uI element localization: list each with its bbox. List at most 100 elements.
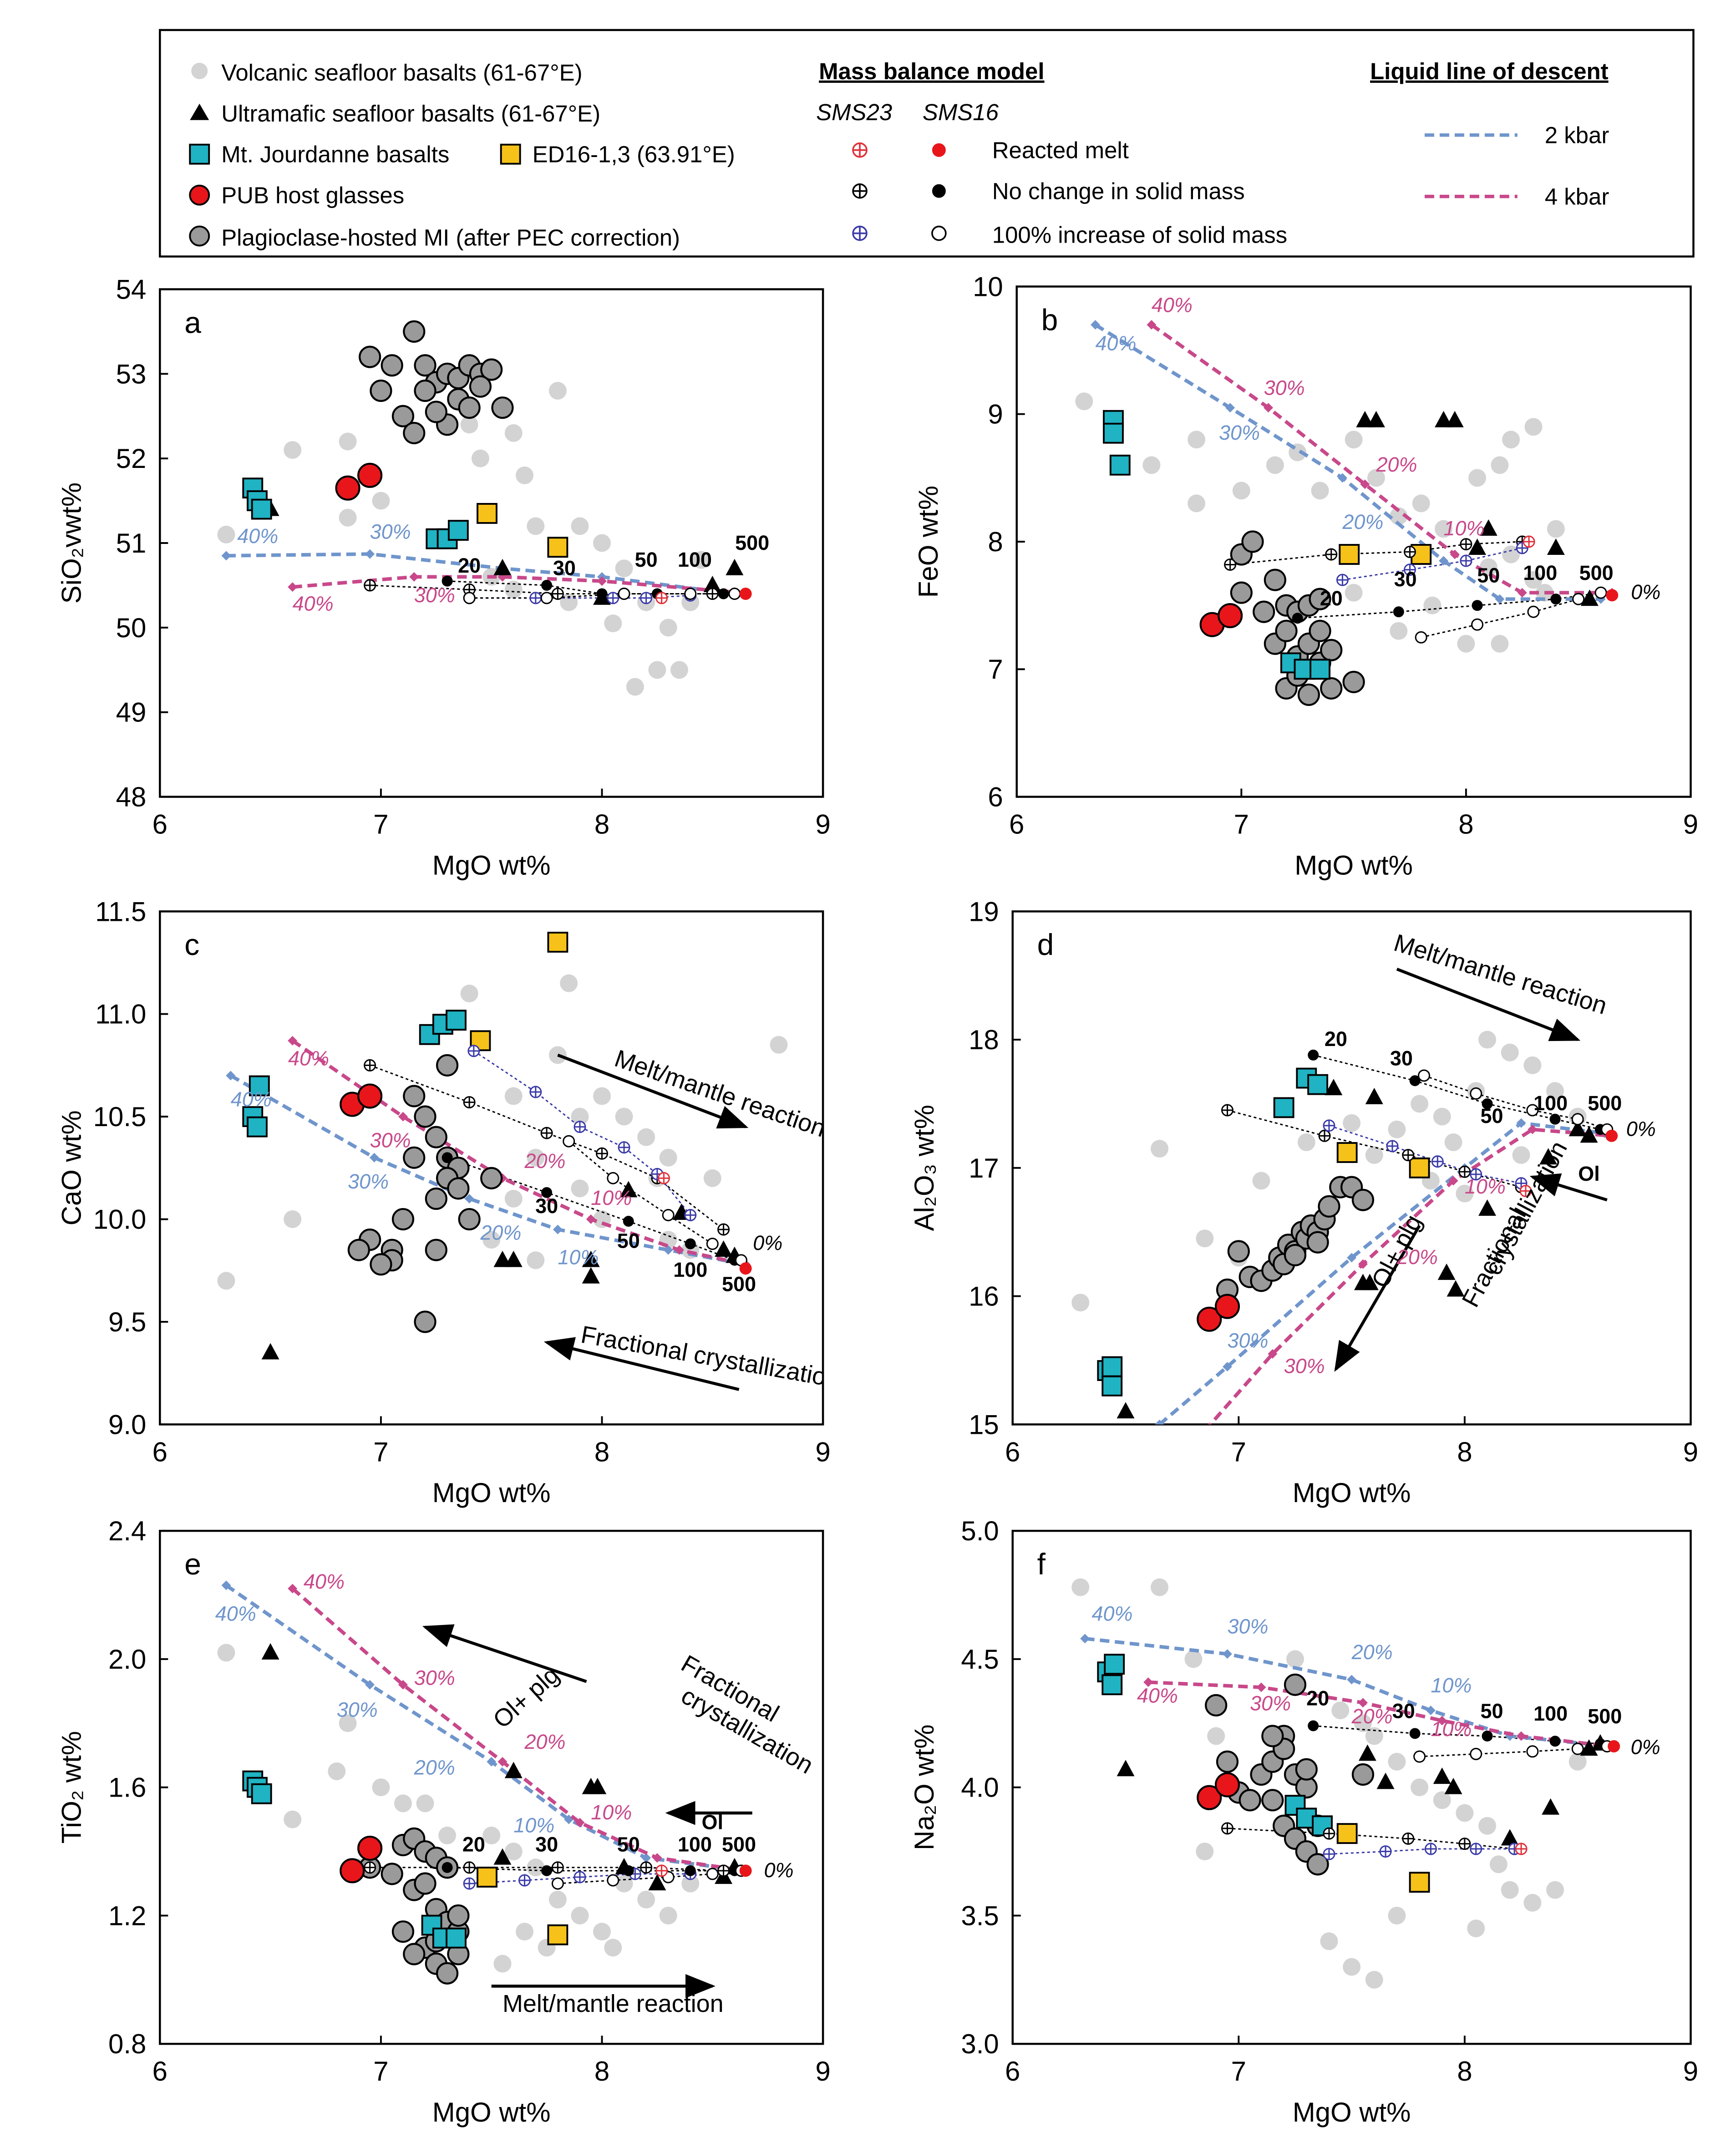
ultramafic-point xyxy=(648,1874,666,1890)
kbar4-lld-marker xyxy=(575,1818,585,1828)
kbar4-lld-marker xyxy=(597,576,607,586)
model-number-label: 500 xyxy=(1588,1705,1622,1728)
mi-point xyxy=(480,358,503,381)
mi-point xyxy=(1205,1694,1228,1716)
mi-point xyxy=(469,375,492,398)
sms16-nochange-point xyxy=(1549,1113,1561,1125)
legend-frame xyxy=(159,29,1695,258)
volcanic-point xyxy=(1546,1082,1564,1100)
jourdanne-point xyxy=(251,1783,272,1804)
panel-a: a 6 7 8 9 48 49 50 51 52 53 54 MgO wt% SiO₂vwt% 40% 30%… xyxy=(56,274,830,880)
volcanic-point xyxy=(1456,1184,1474,1203)
legend: Volcanic seafloor basalts (61-67°E) Ultr… xyxy=(159,29,1695,258)
legend-reacted-sms23-marker xyxy=(852,142,868,158)
volcanic-point xyxy=(504,424,523,442)
volcanic-point xyxy=(416,1794,434,1813)
y-tick-label: 9.0 xyxy=(108,1409,146,1440)
volcanic-point xyxy=(1435,520,1453,538)
y-tick-label: 48 xyxy=(116,782,147,812)
mi-point xyxy=(425,1239,447,1261)
nochange-point xyxy=(540,1127,553,1139)
kbar4-lld-marker xyxy=(1516,1731,1526,1741)
volcanic-point xyxy=(1196,1229,1214,1248)
legend-lld-title: Liquid line of descent xyxy=(1370,58,1609,84)
kbar2-lld-marker xyxy=(1222,1649,1232,1659)
volcanic-point xyxy=(1151,1578,1168,1596)
volcanic-point xyxy=(527,1251,545,1269)
ultramafic-point xyxy=(1325,1079,1343,1096)
y-tick-label: 54 xyxy=(116,274,147,305)
sms16-increase-point xyxy=(1470,1087,1482,1100)
jourdanne-point xyxy=(1307,1074,1329,1095)
volcanic-point xyxy=(659,1148,677,1167)
increase-point xyxy=(1424,1843,1437,1855)
nochange-point xyxy=(1402,1832,1415,1845)
increase-line xyxy=(1329,1125,1522,1184)
mi-point xyxy=(1320,639,1343,661)
reacted-sms23-point xyxy=(655,592,668,604)
pub-point xyxy=(335,475,360,501)
nochange-point xyxy=(1402,1149,1415,1162)
volcanic-point xyxy=(1196,1843,1214,1861)
sms16-increase-point xyxy=(706,1238,719,1250)
sms16-nochange-point xyxy=(623,1865,634,1876)
kbar4-label: 10% xyxy=(1431,1717,1472,1741)
sms16-nochange-point xyxy=(442,1152,453,1163)
kbar4-label: 40% xyxy=(1137,1684,1178,1707)
kbar4-lld-marker xyxy=(1528,1124,1538,1134)
kbar4-lld xyxy=(291,1039,746,1266)
pub-point xyxy=(1197,1306,1222,1332)
volcanic-point xyxy=(1232,482,1250,500)
volcanic-point xyxy=(1071,1294,1090,1312)
kbar4-lld-marker xyxy=(1268,1349,1278,1359)
ultramafic-point xyxy=(1547,538,1565,555)
kbar2-lld-marker xyxy=(1337,473,1347,483)
kbar4-label: 30% xyxy=(1250,1692,1291,1715)
volcanic-point xyxy=(1365,1727,1383,1745)
kbar4-lld-marker xyxy=(398,1680,408,1690)
y-axis-label: TiO₂ wt% xyxy=(56,1731,86,1843)
x-axis-label: MgO wt% xyxy=(432,850,551,880)
x-tick-label: 9 xyxy=(815,1437,830,1467)
y-tick-label: 0.8 xyxy=(108,2029,146,2059)
volcanic-point xyxy=(339,1714,357,1732)
volcanic-point xyxy=(1411,1095,1429,1113)
legend-volcanic-label: Volcanic seafloor basalts (61-67°E) xyxy=(221,60,582,86)
x-axis-label: MgO wt% xyxy=(1293,2097,1411,2128)
kbar4-lld-marker xyxy=(409,572,419,582)
reacted-sms16-point xyxy=(739,588,752,600)
volcanic-point xyxy=(504,1843,523,1861)
nochange-point xyxy=(1323,1827,1335,1840)
mi-point xyxy=(391,405,415,427)
model-number-label: 0% xyxy=(1631,580,1660,604)
sms16-nochange-point xyxy=(1550,594,1562,605)
model-number-label: 20 xyxy=(462,1833,485,1856)
trend-arrow xyxy=(422,1624,587,1683)
kbar2-label: 30% xyxy=(1227,1329,1268,1352)
volcanic-point xyxy=(1491,456,1509,474)
kbar4-lld-marker xyxy=(1358,1698,1368,1708)
kbar4-lld-marker xyxy=(1264,403,1274,413)
kbar4-label: 30% xyxy=(370,1129,411,1152)
x-axis-label: MgO wt% xyxy=(432,2097,551,2128)
legend-increase-sms23-marker xyxy=(852,225,868,241)
y-tick-label: 50 xyxy=(116,613,147,643)
ultramafic-point xyxy=(1360,1274,1379,1290)
y-tick-label: 18 xyxy=(969,1025,999,1055)
volcanic-point xyxy=(482,1826,501,1844)
trend-annotation: Melt/mantle reaction xyxy=(503,1990,724,2017)
volcanic-point xyxy=(1491,635,1509,653)
sms16-nochange-point xyxy=(1308,1720,1319,1732)
ultramafic-point xyxy=(1580,589,1599,606)
mi-point xyxy=(436,1054,459,1076)
model-number-label: 20 xyxy=(1306,1686,1329,1710)
kbar2-label: 30% xyxy=(1219,421,1260,444)
y-axis-label: Al₂O₃ wt% xyxy=(909,1105,939,1231)
model-number-label: 0% xyxy=(1631,1735,1660,1758)
increase-point xyxy=(1404,564,1416,576)
ultramafic-point xyxy=(1437,1263,1456,1280)
panel-letter: f xyxy=(1037,1547,1046,1581)
jourdanne-point xyxy=(1284,1795,1306,1816)
volcanic-point xyxy=(217,1272,235,1290)
mi-point xyxy=(391,1208,415,1231)
